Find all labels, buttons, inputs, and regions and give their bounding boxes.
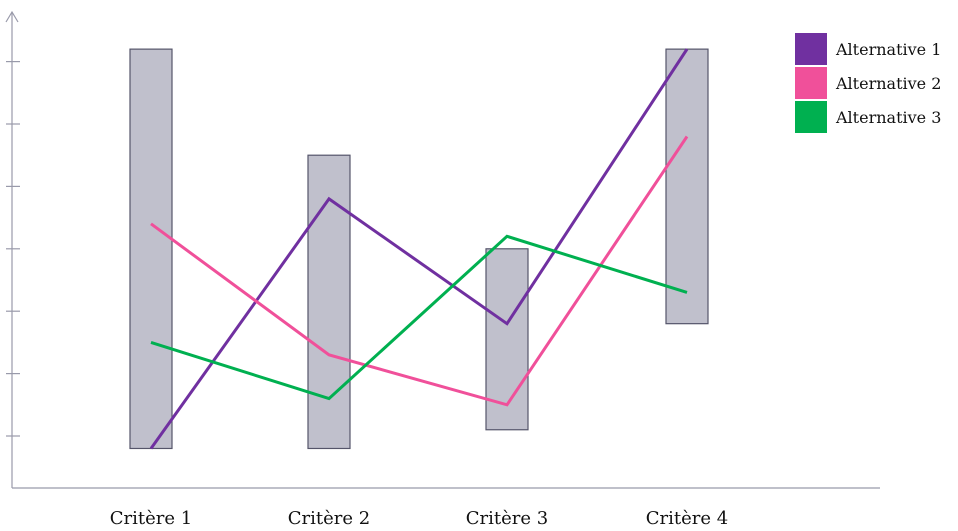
legend: Alternative 1 Alternative 2 Alternative … (795, 32, 941, 134)
series-lines (149, 48, 689, 450)
range-bar (129, 48, 173, 450)
y-ticks (6, 60, 20, 437)
series-line (150, 234, 688, 401)
x-tick-label: Critère 4 (646, 508, 728, 529)
axes (5, 10, 880, 489)
x-tick-label: Critère 3 (466, 508, 548, 529)
legend-item: Alternative 2 (795, 66, 941, 100)
series-line (149, 48, 689, 450)
legend-swatch (795, 33, 827, 65)
legend-swatch (795, 67, 827, 99)
legend-swatch (795, 101, 827, 133)
y-axis-arrow (5, 10, 19, 23)
x-tick-label: Critère 2 (288, 508, 370, 529)
x-tick-labels: Critère 1 Critère 2 Critère 3 Critère 4 (110, 508, 728, 529)
series-line (150, 135, 689, 407)
legend-label: Alternative 2 (836, 73, 942, 93)
legend-item: Alternative 1 (795, 32, 941, 66)
legend-label: Alternative 3 (836, 107, 942, 127)
legend-label: Alternative 1 (836, 39, 942, 59)
x-tick-label: Critère 1 (110, 508, 192, 529)
legend-item: Alternative 3 (795, 100, 941, 134)
range-bar (665, 48, 709, 325)
range-bars (129, 48, 709, 450)
